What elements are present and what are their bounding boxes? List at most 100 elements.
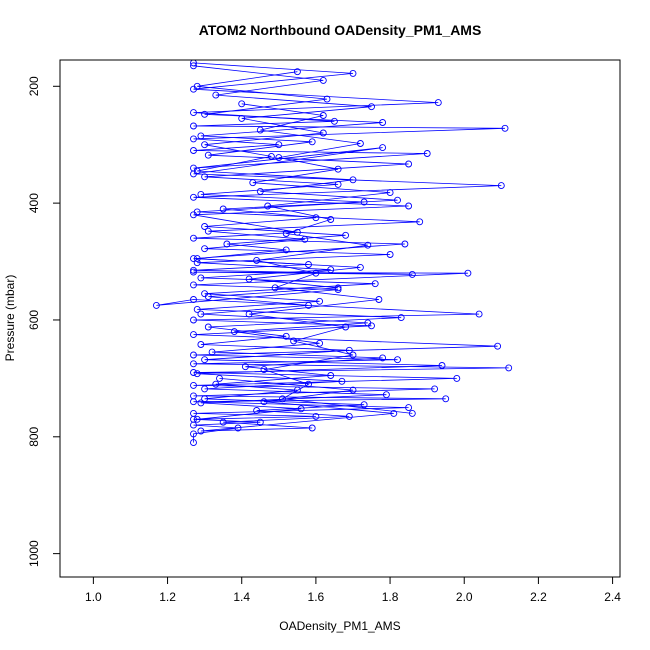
data-point: [349, 351, 357, 359]
data-point: [408, 409, 416, 417]
data-point: [190, 369, 197, 376]
data-point: [238, 114, 246, 122]
data-point: [345, 412, 353, 420]
data-point: [275, 141, 283, 149]
data-point: [279, 395, 286, 403]
series-line: [193, 65, 398, 432]
data-point: [212, 91, 220, 99]
data-point: [334, 180, 342, 188]
data-point: [260, 398, 268, 406]
data-point: [190, 193, 197, 201]
data-point: [282, 230, 290, 237]
data-point: [379, 119, 387, 126]
data-point: [312, 412, 320, 420]
data-point: [197, 399, 205, 407]
plot-frame: [59, 59, 621, 578]
data-point: [364, 319, 372, 327]
data-point: [356, 263, 364, 271]
data-point: [308, 138, 316, 146]
data-point: [190, 255, 197, 263]
data-point: [349, 176, 357, 184]
data-point: [193, 82, 201, 90]
plot-marks: [152, 60, 513, 447]
data-point: [197, 190, 205, 198]
x-tick-label: 2.0: [456, 590, 473, 604]
data-point: [204, 323, 212, 331]
data-point: [204, 151, 212, 159]
data-point: [327, 216, 335, 223]
data-point: [293, 68, 301, 76]
data-point: [405, 160, 413, 168]
data-point: [190, 398, 197, 406]
data-point: [212, 380, 220, 388]
data-point: [319, 129, 327, 137]
data-point: [238, 100, 246, 108]
data-point: [152, 301, 160, 309]
data-point: [442, 395, 450, 403]
data-point: [475, 310, 483, 318]
data-point: [201, 245, 209, 253]
data-point: [201, 290, 209, 298]
data-point: [197, 132, 205, 140]
data-point: [245, 310, 253, 318]
y-axis-label: Pressure (mbar): [3, 275, 17, 362]
x-tick-label: 1.0: [85, 590, 102, 604]
data-point: [368, 103, 375, 111]
data-point: [219, 205, 227, 213]
data-point: [379, 144, 387, 152]
data-point: [282, 246, 290, 254]
data-point: [193, 259, 201, 267]
data-point: [282, 332, 290, 340]
y-tick-label: 200: [27, 76, 41, 96]
data-point: [349, 386, 357, 394]
data-point: [201, 173, 209, 181]
data-point: [334, 284, 342, 292]
x-tick-label: 1.8: [382, 590, 399, 604]
data-point: [423, 150, 431, 157]
data-point: [386, 189, 394, 197]
data-point: [264, 202, 272, 210]
data-point: [197, 274, 205, 282]
data-point: [293, 386, 301, 394]
data-point: [190, 331, 197, 339]
data-point: [201, 110, 209, 118]
data-point: [275, 154, 283, 162]
data-point: [197, 310, 205, 318]
data-point: [319, 112, 327, 119]
data-point: [382, 391, 390, 399]
data-point: [197, 341, 205, 348]
series-line: [197, 71, 443, 420]
data-point: [201, 223, 209, 230]
x-tick-label: 1.4: [233, 590, 250, 604]
data-point: [364, 241, 372, 249]
y-tick-label: 800: [27, 426, 41, 446]
data-point: [405, 202, 413, 210]
chart-title: ATOM2 Northbound OADensity_PM1_AMS: [199, 22, 482, 38]
data-point: [256, 126, 264, 134]
data-point: [494, 342, 502, 350]
data-point: [316, 339, 324, 347]
data-point: [453, 374, 461, 382]
data-point: [501, 124, 509, 132]
data-point: [345, 346, 353, 354]
data-point: [349, 69, 357, 77]
data-point: [312, 269, 320, 277]
x-tick-label: 2.2: [530, 590, 547, 604]
data-point: [401, 240, 409, 248]
data-point: [190, 421, 197, 429]
data-point: [375, 296, 383, 303]
series-line: [156, 62, 509, 443]
y-axis: 200 400 600 800 1000: [27, 76, 60, 567]
x-axis: 1.0 1.2 1.4 1.6 1.8 2.0 2.2 2.4: [85, 577, 621, 604]
data-point: [193, 255, 201, 263]
data-point: [405, 404, 413, 412]
data-point: [190, 281, 197, 289]
data-point: [386, 251, 394, 258]
data-point: [190, 351, 197, 359]
data-point: [327, 372, 335, 379]
data-point: [434, 99, 442, 107]
data-point: [241, 363, 249, 371]
data-point: [297, 405, 305, 413]
data-point: [319, 76, 327, 84]
